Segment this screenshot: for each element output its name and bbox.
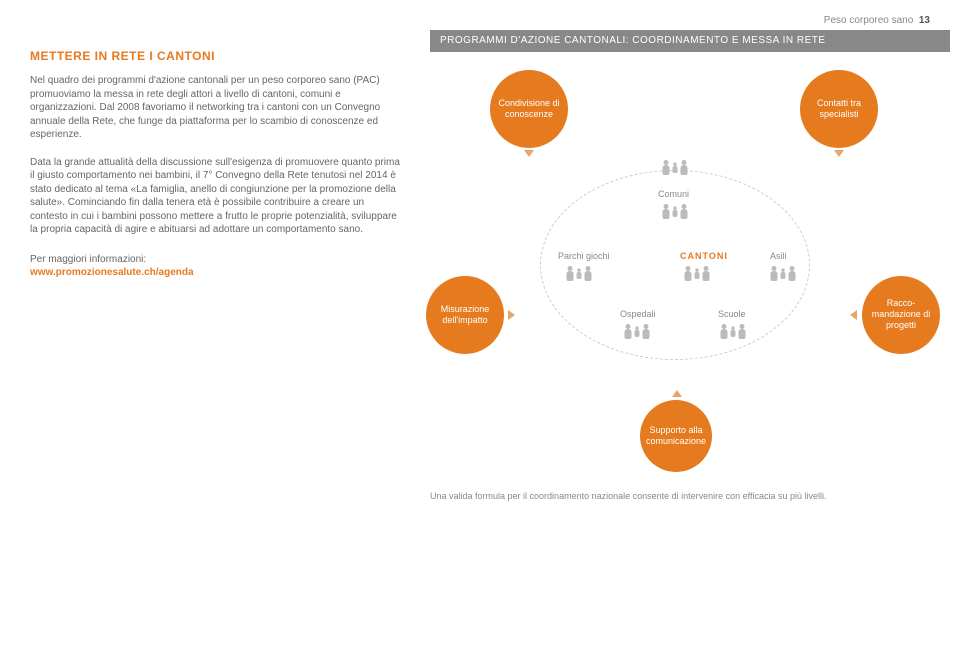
more-info-link[interactable]: www.promozionesalute.ch/agenda: [30, 267, 194, 278]
people-icon: [624, 324, 650, 340]
diagram-title: PROGRAMMI D'AZIONE CANTONALI: COORDINAME…: [430, 30, 950, 52]
diagram-column: PROGRAMMI D'AZIONE CANTONALI: COORDINAME…: [430, 30, 950, 520]
label-ospedali: Ospedali: [620, 308, 656, 320]
people-icon: [662, 160, 688, 176]
network-diagram: Condivisione di conoscenze Contatti tra …: [430, 60, 950, 520]
paragraph-2: Data la grande attualità della discussio…: [30, 156, 400, 237]
label-asili: Asili: [770, 250, 787, 262]
people-icon: [684, 266, 710, 282]
people-icon: [566, 266, 592, 282]
more-info-label: Per maggiori informazioni:: [30, 254, 146, 265]
running-title: Peso corporeo sano: [824, 15, 914, 26]
arrow-icon: [508, 310, 515, 320]
label-cantoni: CANTONI: [680, 250, 728, 262]
arrow-icon: [524, 150, 534, 157]
bubble-raccomandazione-label: Racco- mandazione di progetti: [868, 298, 934, 330]
people-icon: [720, 324, 746, 340]
arrow-icon: [850, 310, 857, 320]
bubble-condivisione: Condivisione di conoscenze: [490, 70, 568, 148]
arrow-icon: [834, 150, 844, 157]
bubble-contatti-label: Contatti tra specialisti: [806, 98, 872, 120]
bubble-misurazione: Misurazione dell'impatto: [426, 276, 504, 354]
diagram-caption: Una valida formula per il coordinamento …: [430, 490, 870, 520]
people-icon: [662, 204, 688, 220]
bubble-condivisione-label: Condivisione di conoscenze: [496, 98, 562, 120]
label-parchi: Parchi giochi: [558, 250, 610, 262]
bubble-contatti: Contatti tra specialisti: [800, 70, 878, 148]
bubble-supporto-label: Supporto alla comunicazione: [646, 425, 706, 447]
label-scuole: Scuole: [718, 308, 746, 320]
label-comuni: Comuni: [658, 188, 689, 200]
page-number: 13: [919, 15, 930, 26]
page-layout: METTERE IN RETE I CANTONI Nel quadro dei…: [0, 0, 960, 530]
more-info: Per maggiori informazioni: www.promozion…: [30, 253, 400, 280]
paragraph-1: Nel quadro dei programmi d'azione canton…: [30, 74, 400, 142]
people-icon: [770, 266, 796, 282]
bubble-raccomandazione: Racco- mandazione di progetti: [862, 276, 940, 354]
text-column: METTERE IN RETE I CANTONI Nel quadro dei…: [30, 30, 400, 520]
bubble-supporto: Supporto alla comunicazione: [640, 400, 712, 472]
section-title: METTERE IN RETE I CANTONI: [30, 48, 400, 64]
bubble-misurazione-label: Misurazione dell'impatto: [432, 304, 498, 326]
running-header: Peso corporeo sano 13: [824, 14, 930, 28]
arrow-icon: [672, 390, 682, 397]
